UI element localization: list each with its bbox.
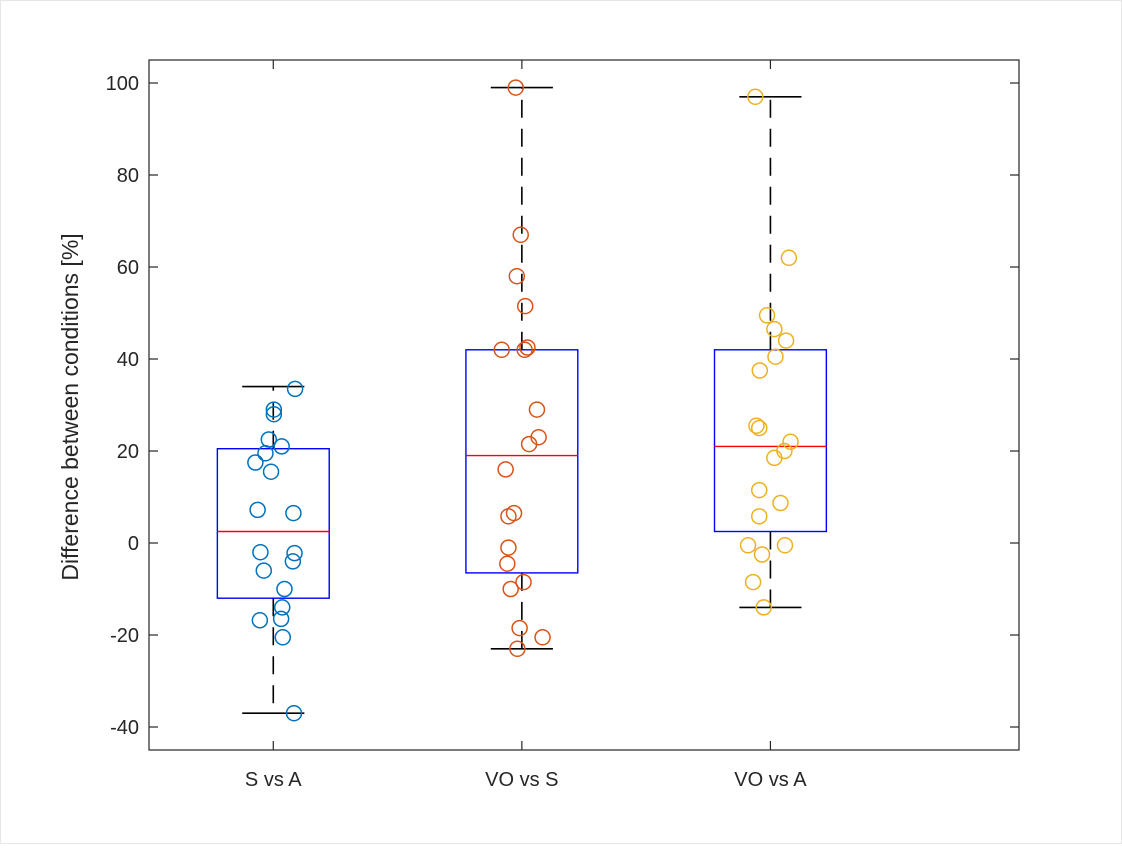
data-point xyxy=(534,629,551,646)
data-point xyxy=(249,501,266,519)
x-tick-label: VO vs A xyxy=(734,769,807,791)
data-point xyxy=(512,226,529,244)
data-point xyxy=(497,461,514,478)
box-group xyxy=(216,385,330,715)
data-point xyxy=(528,401,546,418)
data-point xyxy=(265,401,283,418)
y-tick-label: 80 xyxy=(117,165,139,187)
data-point xyxy=(780,249,798,267)
box-group xyxy=(465,86,579,650)
data-point xyxy=(285,704,303,722)
y-axis: -40 -20 0 20 40 60 80 100 xyxy=(106,73,1019,739)
axes-frame xyxy=(148,59,1020,751)
data-point xyxy=(750,508,768,525)
box xyxy=(216,448,330,599)
data-point xyxy=(499,555,516,572)
y-tick-label: 60 xyxy=(117,257,139,279)
data-point xyxy=(766,449,783,467)
data-point xyxy=(507,79,524,96)
data-point xyxy=(274,629,292,646)
x-tick-label: S vs A xyxy=(245,769,302,791)
data-point xyxy=(751,362,769,379)
data-point xyxy=(758,307,776,324)
data-point xyxy=(767,348,784,365)
data-point xyxy=(520,435,538,453)
data-point xyxy=(286,544,303,562)
y-tick-label: -40 xyxy=(110,717,139,739)
data-point xyxy=(285,504,302,522)
points-layer xyxy=(247,79,799,722)
data-point xyxy=(273,599,291,616)
boxes-layer xyxy=(216,86,828,715)
data-point xyxy=(502,580,519,598)
data-point xyxy=(276,580,293,598)
data-point xyxy=(511,619,528,637)
box-group xyxy=(713,96,828,609)
data-point xyxy=(262,463,280,480)
data-point xyxy=(252,543,269,561)
data-point xyxy=(247,454,264,471)
data-point xyxy=(516,341,533,359)
data-point xyxy=(750,419,768,437)
data-point xyxy=(753,546,771,563)
data-point xyxy=(272,610,290,628)
data-point xyxy=(500,539,517,556)
data-point xyxy=(255,562,273,579)
data-point xyxy=(747,88,764,106)
y-tick-label: 40 xyxy=(117,349,139,371)
data-point xyxy=(257,445,274,462)
data-point xyxy=(777,332,795,349)
plot-area xyxy=(149,60,1019,750)
data-point xyxy=(755,599,772,616)
y-tick-label: -20 xyxy=(110,625,139,647)
data-point xyxy=(772,494,789,512)
data-point xyxy=(493,341,510,359)
data-point xyxy=(286,380,304,398)
data-point xyxy=(782,433,799,451)
x-axis: S vs A VO vs S VO vs A xyxy=(245,60,807,791)
y-tick-label: 20 xyxy=(117,441,139,463)
data-point xyxy=(744,573,762,591)
y-tick-label: 0 xyxy=(128,533,139,555)
data-point xyxy=(508,267,526,285)
data-point xyxy=(515,573,532,591)
data-point xyxy=(509,640,526,658)
data-point xyxy=(739,537,757,554)
data-point xyxy=(750,481,768,499)
data-point xyxy=(251,612,269,629)
data-point xyxy=(766,320,783,338)
y-tick-label: 100 xyxy=(106,73,139,95)
box xyxy=(713,349,828,533)
data-point xyxy=(500,508,517,525)
data-point xyxy=(516,297,534,315)
data-point xyxy=(284,553,302,570)
box xyxy=(465,349,579,574)
data-point xyxy=(519,339,536,356)
data-point xyxy=(776,537,794,554)
data-point xyxy=(748,417,765,434)
x-tick-label: VO vs S xyxy=(485,769,558,791)
data-point xyxy=(273,438,290,455)
y-axis-label: Difference between conditions [%] xyxy=(57,233,83,580)
data-point xyxy=(265,405,283,423)
